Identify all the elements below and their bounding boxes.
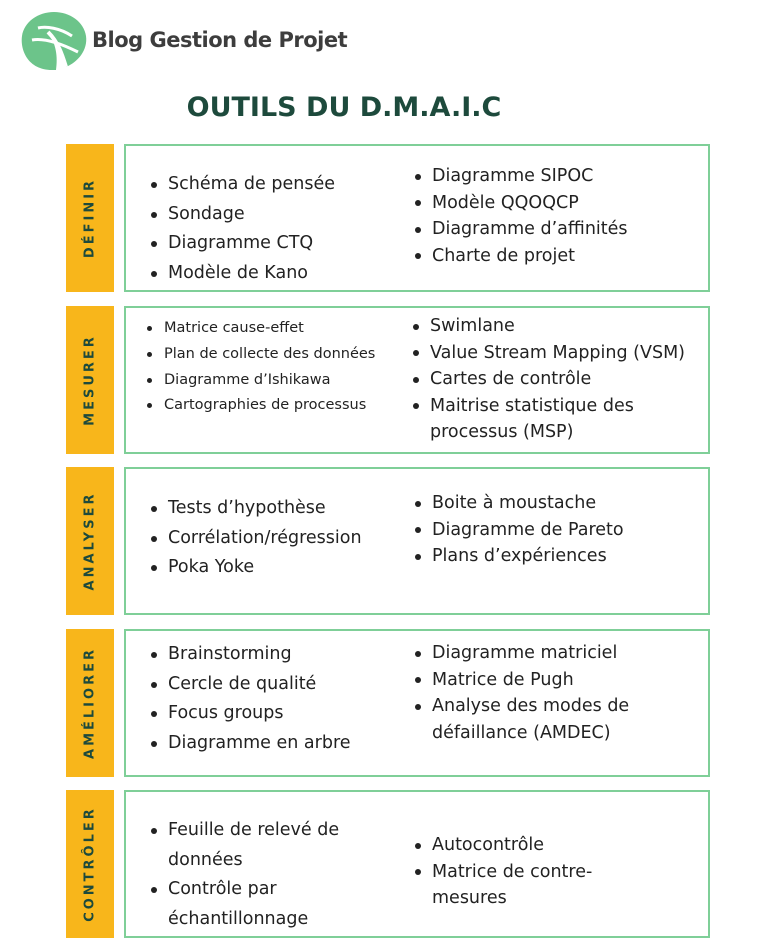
list-item: Matrice de contre-mesures bbox=[412, 859, 608, 912]
phase-analyser: ANALYSER Tests d’hypothèse Corrélation/r… bbox=[66, 467, 710, 615]
list-item: Cercle de qualité bbox=[148, 670, 351, 700]
tools-list-left: Matrice cause-effet Plan de collecte des… bbox=[144, 316, 384, 419]
list-item: Sondage bbox=[148, 200, 335, 230]
list-item: Plans d’expériences bbox=[412, 543, 624, 570]
phase-tab-controler: CONTRÔLER bbox=[66, 790, 114, 938]
list-item: Diagramme SIPOC bbox=[412, 163, 628, 190]
list-item: Matrice de Pugh bbox=[412, 667, 652, 694]
phase-label: MESURER bbox=[82, 334, 98, 426]
list-item: Boite à moustache bbox=[412, 490, 624, 517]
list-item: Modèle QQOQCP bbox=[412, 190, 628, 217]
phase-label: AMÉLIORER bbox=[82, 647, 98, 759]
tools-list-left: Feuille de relevé de données Contrôle pa… bbox=[148, 816, 358, 934]
list-item: Matrice cause-effet bbox=[144, 316, 384, 342]
phase-label: CONTRÔLER bbox=[82, 806, 98, 922]
list-item: Brainstorming bbox=[148, 640, 351, 670]
list-item: Diagramme CTQ bbox=[148, 229, 335, 259]
tools-list-left: Schéma de pensée Sondage Diagramme CTQ M… bbox=[148, 170, 335, 288]
phase-tab-ameliorer: AMÉLIORER bbox=[66, 629, 114, 777]
phase-ameliorer: AMÉLIORER Brainstorming Cercle de qualit… bbox=[66, 629, 710, 777]
phase-tools-box: Brainstorming Cercle de qualité Focus gr… bbox=[124, 629, 710, 777]
phase-tools-box: Feuille de relevé de données Contrôle pa… bbox=[124, 790, 710, 938]
phase-label: ANALYSER bbox=[82, 491, 98, 591]
tools-list-right: Diagramme matriciel Matrice de Pugh Anal… bbox=[412, 640, 652, 746]
list-item: Focus groups bbox=[148, 699, 351, 729]
list-item: Charte de projet bbox=[412, 243, 628, 270]
tools-list-right: Diagramme SIPOC Modèle QQOQCP Diagramme … bbox=[412, 163, 628, 269]
list-item: Value Stream Mapping (VSM) bbox=[410, 340, 710, 367]
list-item: Feuille de relevé de données bbox=[148, 816, 358, 875]
phase-mesurer: MESURER Matrice cause-effet Plan de coll… bbox=[66, 306, 710, 454]
list-item: Cartographies de processus bbox=[144, 393, 384, 419]
tools-list-right: Boite à moustache Diagramme de Pareto Pl… bbox=[412, 490, 624, 570]
list-item: Cartes de contrôle bbox=[410, 366, 710, 393]
list-item: Diagramme d’Ishikawa bbox=[144, 368, 384, 394]
phase-tab-analyser: ANALYSER bbox=[66, 467, 114, 615]
list-item: Diagramme d’affinités bbox=[412, 216, 628, 243]
phase-tab-definir: DÉFINIR bbox=[66, 144, 114, 292]
list-item: Maitrise statistique des processus (MSP) bbox=[410, 393, 710, 446]
list-item: Autocontrôle bbox=[412, 832, 608, 859]
list-item: Diagramme de Pareto bbox=[412, 517, 624, 544]
leaf-logo-icon bbox=[21, 12, 87, 70]
brand-name: Blog Gestion de Projet bbox=[92, 28, 348, 52]
phase-tools-box: Matrice cause-effet Plan de collecte des… bbox=[124, 306, 710, 454]
list-item: Tests d’hypothèse bbox=[148, 494, 362, 524]
tools-list-left: Tests d’hypothèse Corrélation/régression… bbox=[148, 494, 362, 583]
list-item: Plan de collecte des données bbox=[144, 342, 384, 368]
list-item: Analyse des modes de défaillance (AMDEC) bbox=[412, 693, 652, 746]
phase-label: DÉFINIR bbox=[82, 177, 98, 259]
list-item: Corrélation/régression bbox=[148, 524, 362, 554]
phase-controler: CONTRÔLER Feuille de relevé de données C… bbox=[66, 790, 710, 938]
list-item: Diagramme en arbre bbox=[148, 729, 351, 759]
page-title: OUTILS DU D.M.A.I.C bbox=[186, 92, 502, 123]
tools-list-left: Brainstorming Cercle de qualité Focus gr… bbox=[148, 640, 351, 758]
list-item: Modèle de Kano bbox=[148, 259, 335, 289]
phase-tools-box: Tests d’hypothèse Corrélation/régression… bbox=[124, 467, 710, 615]
list-item: Poka Yoke bbox=[148, 553, 362, 583]
list-item: Diagramme matriciel bbox=[412, 640, 652, 667]
tools-list-right: Autocontrôle Matrice de contre-mesures bbox=[412, 832, 608, 912]
list-item: Contrôle par échantillonnage bbox=[148, 875, 358, 934]
phase-tools-box: Schéma de pensée Sondage Diagramme CTQ M… bbox=[124, 144, 710, 292]
list-item: Schéma de pensée bbox=[148, 170, 335, 200]
phase-tab-mesurer: MESURER bbox=[66, 306, 114, 454]
phase-definir: DÉFINIR Schéma de pensée Sondage Diagram… bbox=[66, 144, 710, 292]
tools-list-right: Swimlane Value Stream Mapping (VSM) Cart… bbox=[410, 313, 710, 446]
list-item: Swimlane bbox=[410, 313, 710, 340]
